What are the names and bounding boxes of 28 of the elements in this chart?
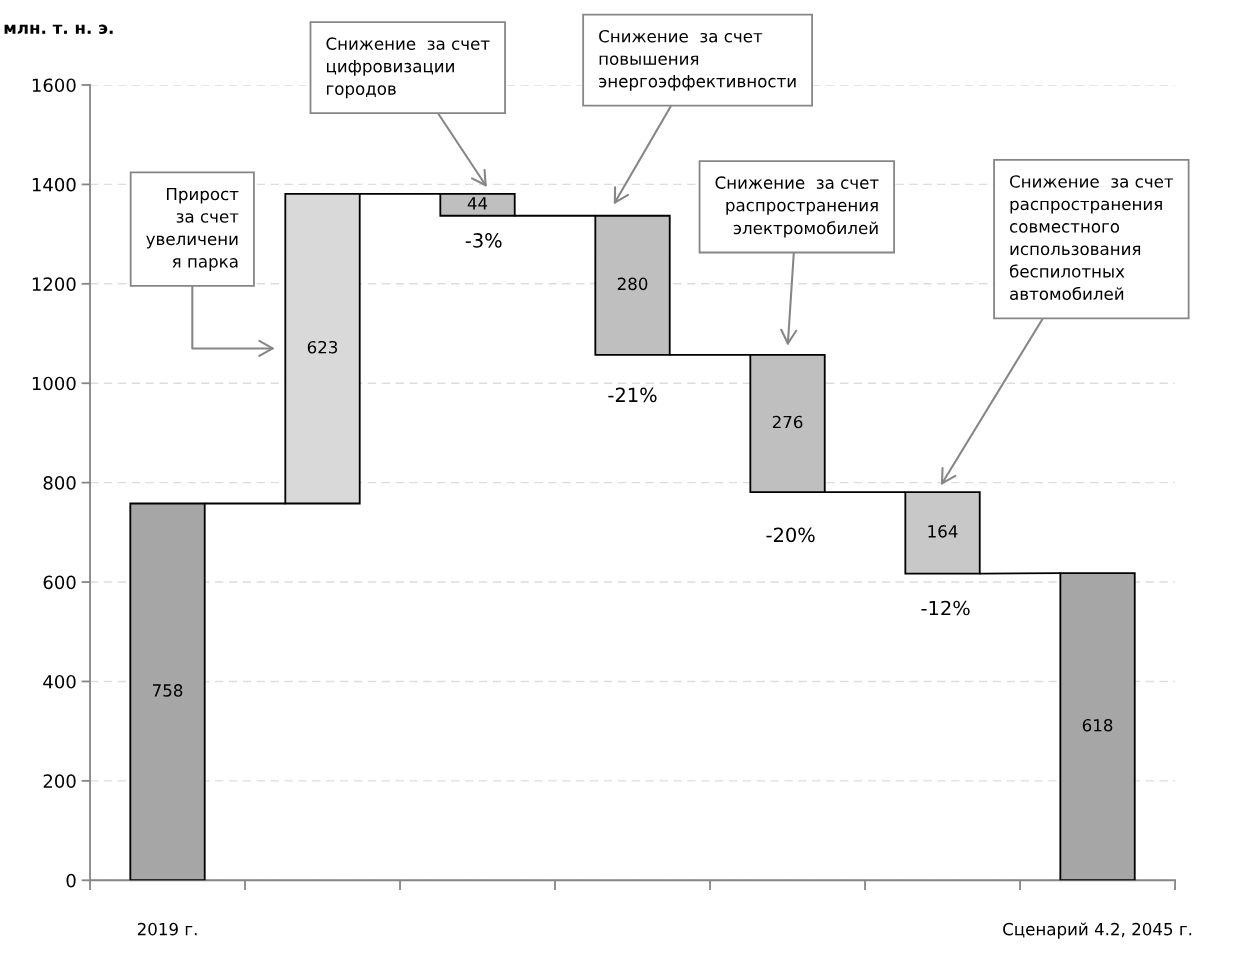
y-tick-label: 1200 — [32, 277, 76, 291]
y-tick-label: 1000 — [32, 376, 76, 391]
annotation: Снижение за счет распространения совместного использования беспилотных автомобилей — [1009, 175, 1174, 301]
annotation: -3% — [465, 233, 502, 248]
data-label: 623 — [307, 340, 338, 354]
y-tick-label: 1400 — [32, 177, 76, 192]
y-tick-label: 400 — [43, 674, 76, 689]
annotation: Прирост за счет увеличени я парка — [146, 187, 239, 271]
y-tick-label: 200 — [43, 774, 76, 788]
y-tick-label: 600 — [43, 575, 76, 590]
data-label: 164 — [928, 525, 958, 538]
y-tick-label: 0 — [66, 873, 76, 888]
annotation: -12% — [921, 600, 970, 616]
annotation: -21% — [608, 387, 657, 403]
x-tick-label: 2019 г. — [137, 922, 197, 936]
annotation: Снижение за счет распространения электромобилей — [715, 176, 879, 238]
data-label: 758 — [152, 684, 183, 697]
data-label: 44 — [467, 197, 488, 210]
data-label: 276 — [772, 415, 803, 429]
data-label: 280 — [617, 277, 648, 291]
data-label: 618 — [1082, 718, 1113, 732]
annotation: Снижение за счет цифровизации городов — [326, 37, 490, 99]
annotation: -20% — [766, 527, 815, 543]
y-tick-label: 800 — [43, 476, 76, 490]
y-axis-title: млн. т. н. э. — [4, 24, 113, 35]
y-tick-label: 1600 — [32, 78, 76, 93]
x-tick-label: Сценарий 4.2, 2045 г. — [1003, 922, 1192, 939]
annotation: Снижение за счет повышения энергоэффективности — [599, 29, 796, 91]
